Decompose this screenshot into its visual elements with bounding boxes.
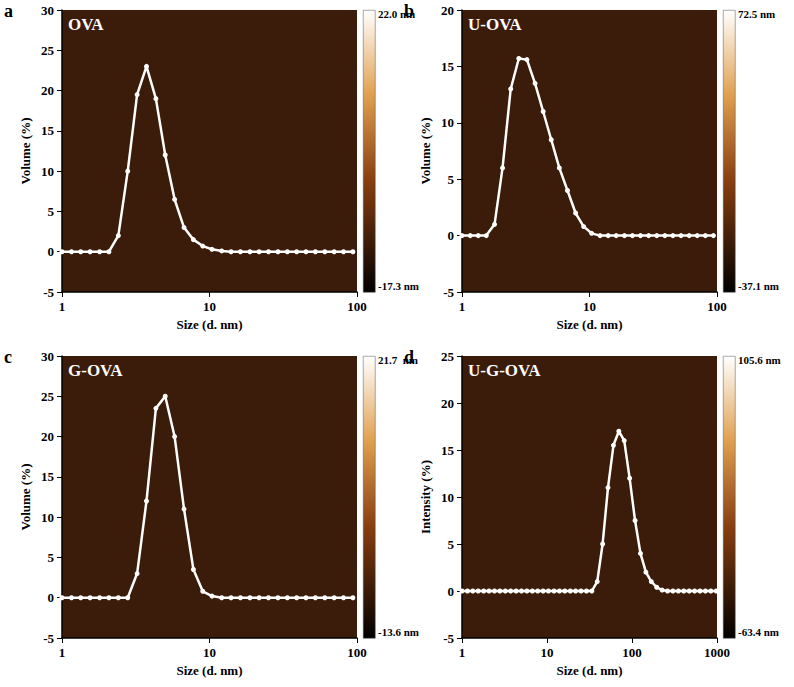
svg-text:-5: -5 xyxy=(443,631,454,646)
svg-text:10: 10 xyxy=(203,645,216,660)
svg-text:100: 100 xyxy=(622,645,642,660)
svg-text:-5: -5 xyxy=(43,631,54,646)
svg-text:20: 20 xyxy=(41,83,54,98)
svg-text:a: a xyxy=(4,1,13,21)
svg-text:1: 1 xyxy=(459,299,466,314)
svg-text:100: 100 xyxy=(347,299,367,314)
svg-text:-63.4 nm: -63.4 nm xyxy=(738,626,779,638)
svg-text:15: 15 xyxy=(41,469,55,484)
svg-text:1: 1 xyxy=(59,645,66,660)
svg-text:10: 10 xyxy=(441,115,454,130)
svg-text:-5: -5 xyxy=(43,285,54,300)
svg-text:10: 10 xyxy=(583,299,596,314)
svg-text:30: 30 xyxy=(41,3,54,18)
svg-text:100: 100 xyxy=(347,645,367,660)
svg-text:22.0 nm: 22.0 nm xyxy=(378,7,416,20)
svg-text:100: 100 xyxy=(707,299,727,314)
svg-text:OVA: OVA xyxy=(68,15,104,34)
svg-text:-17.3 nm: -17.3 nm xyxy=(378,280,419,292)
svg-text:Size (d. nm): Size (d. nm) xyxy=(556,317,622,332)
svg-text:10: 10 xyxy=(441,490,454,505)
svg-text:0: 0 xyxy=(48,244,55,259)
svg-text:72.5 nm: 72.5 nm xyxy=(738,8,775,20)
svg-text:20: 20 xyxy=(41,429,54,444)
svg-text:0: 0 xyxy=(48,590,55,605)
svg-text:5: 5 xyxy=(48,550,55,565)
svg-text:21.7 nm: 21.7 nm xyxy=(378,353,418,366)
svg-text:U-G-OVA: U-G-OVA xyxy=(468,361,541,380)
svg-text:-13.6 nm: -13.6 nm xyxy=(378,626,419,638)
svg-text:U-OVA: U-OVA xyxy=(468,15,522,34)
svg-text:30: 30 xyxy=(41,349,54,364)
svg-text:10: 10 xyxy=(41,510,54,525)
svg-text:25: 25 xyxy=(441,349,455,364)
svg-text:-37.1 nm: -37.1 nm xyxy=(738,280,779,292)
svg-text:Volume (%): Volume (%) xyxy=(18,117,33,184)
svg-text:G-OVA: G-OVA xyxy=(68,361,123,380)
svg-text:20: 20 xyxy=(441,3,454,18)
svg-text:10: 10 xyxy=(203,299,216,314)
svg-text:25: 25 xyxy=(41,389,55,404)
svg-text:25: 25 xyxy=(41,43,55,58)
svg-text:d: d xyxy=(404,347,414,367)
svg-text:0: 0 xyxy=(448,584,455,599)
svg-text:10: 10 xyxy=(41,164,54,179)
svg-text:Volume (%): Volume (%) xyxy=(18,463,33,530)
svg-text:Intensity (%): Intensity (%) xyxy=(418,460,433,534)
svg-text:Volume (%): Volume (%) xyxy=(418,117,433,184)
svg-text:c: c xyxy=(4,347,12,367)
svg-text:15: 15 xyxy=(441,443,455,458)
svg-text:1000: 1000 xyxy=(704,645,730,660)
svg-text:1: 1 xyxy=(59,299,66,314)
svg-text:5: 5 xyxy=(48,204,55,219)
svg-text:20: 20 xyxy=(441,396,454,411)
svg-text:105.6 nm: 105.6 nm xyxy=(738,354,781,366)
svg-text:Size (d. nm): Size (d. nm) xyxy=(556,663,622,678)
svg-text:0: 0 xyxy=(448,228,455,243)
svg-text:5: 5 xyxy=(448,172,455,187)
svg-text:10: 10 xyxy=(541,645,554,660)
svg-text:Size (d. nm): Size (d. nm) xyxy=(176,317,242,332)
svg-text:-5: -5 xyxy=(443,285,454,300)
svg-text:15: 15 xyxy=(41,123,55,138)
svg-text:Size (d. nm): Size (d. nm) xyxy=(176,663,242,678)
svg-text:1: 1 xyxy=(459,645,466,660)
svg-text:15: 15 xyxy=(441,59,455,74)
svg-text:b: b xyxy=(404,1,414,21)
svg-text:5: 5 xyxy=(448,537,455,552)
